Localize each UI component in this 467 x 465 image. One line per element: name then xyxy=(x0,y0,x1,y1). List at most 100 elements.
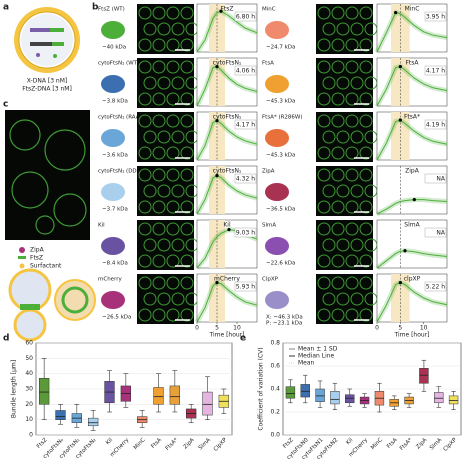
vesicle xyxy=(317,92,331,106)
vesicle xyxy=(345,222,359,236)
protein-mass: ~3.6 kDa xyxy=(102,153,128,159)
protein-mass: ~3.7 kDa xyxy=(102,207,128,213)
peak-marker xyxy=(219,9,223,13)
peak-marker xyxy=(398,65,402,69)
vesicle xyxy=(152,6,166,20)
vesicle xyxy=(336,238,350,252)
vesicle xyxy=(166,200,180,214)
vesicle xyxy=(345,146,359,160)
x-tick-label: MinC xyxy=(370,437,384,451)
protein-structure xyxy=(265,291,289,309)
y-axis-label: Coefficient of variation (CV) xyxy=(258,347,265,430)
vesicle xyxy=(359,146,373,160)
vesicle xyxy=(359,92,373,106)
protein-name: Kil xyxy=(98,223,105,229)
annotation-box xyxy=(234,11,257,22)
vesicle xyxy=(152,276,166,290)
vesicle xyxy=(152,38,166,52)
panel-label: c xyxy=(3,100,8,110)
vesicle xyxy=(336,130,350,144)
y-tick-label: 0 xyxy=(29,432,33,439)
box xyxy=(39,378,50,405)
x-tick-label: 0 xyxy=(375,325,379,332)
vesicle-diagram xyxy=(14,7,80,73)
protein-name: FtsA xyxy=(262,61,274,67)
panel-label: b xyxy=(92,3,99,13)
legend-icon xyxy=(18,256,26,259)
microscopy-image xyxy=(316,112,373,162)
x-tick-label: MinC xyxy=(133,437,147,451)
time-annotation: 3.95 h xyxy=(426,14,445,21)
legend-text: Surfactant xyxy=(30,263,62,270)
highlight-region xyxy=(209,4,225,52)
vesicle xyxy=(359,200,373,214)
vesicle xyxy=(138,92,152,106)
vesicle xyxy=(171,22,185,36)
vesicle xyxy=(336,184,350,198)
annotation-box xyxy=(424,119,447,130)
time-annotation: 4.32 h xyxy=(236,176,255,183)
vesicle xyxy=(331,200,345,214)
y-tick-label: 40 xyxy=(25,370,33,377)
line xyxy=(196,66,258,107)
vesicle xyxy=(152,60,166,74)
vesicle xyxy=(157,238,171,252)
protein-mass: ~3.8 kDa xyxy=(102,99,128,105)
vesicle xyxy=(166,60,180,74)
vesicle xyxy=(331,38,345,52)
vesicle xyxy=(166,92,180,106)
vesicle xyxy=(138,168,152,182)
vesicle xyxy=(359,168,373,182)
box xyxy=(419,368,429,384)
vesicle xyxy=(180,6,194,20)
vesicle xyxy=(143,292,157,306)
peak-marker xyxy=(412,198,416,202)
y-tick-label: 10 xyxy=(25,416,33,423)
vesicle xyxy=(350,184,364,198)
annotation-box xyxy=(234,119,257,130)
plot-title: cytoFtsN₁ xyxy=(213,168,242,175)
protein-structure xyxy=(101,129,125,147)
y-tick-label: 60 xyxy=(25,340,33,347)
vesicle xyxy=(350,292,364,306)
protein-name: FtsZ (WT) xyxy=(98,7,125,13)
vesicle xyxy=(359,276,373,290)
x-tick-label: ClpXP xyxy=(443,437,459,453)
vesicle xyxy=(359,114,373,128)
plot-title: Kil xyxy=(223,222,231,229)
microscopy-image xyxy=(316,166,373,216)
x-tick-label: ZipA xyxy=(415,437,428,450)
box xyxy=(434,392,444,404)
vesicle xyxy=(138,308,152,322)
vesicle xyxy=(359,6,373,20)
vesicle xyxy=(171,292,185,306)
vesicle xyxy=(171,184,185,198)
vesicle xyxy=(317,308,331,322)
microscopy-image xyxy=(316,58,373,108)
legend-icon xyxy=(19,247,25,253)
plot-title: cytoFtsN₁ xyxy=(213,114,242,121)
vesicle xyxy=(359,308,373,322)
annotation-box xyxy=(424,173,447,184)
peak-marker xyxy=(215,281,219,285)
plot-frame xyxy=(196,219,258,269)
y-tick-label: 50 xyxy=(25,355,33,362)
vesicle xyxy=(166,114,180,128)
x-axis-label: Time [hour] xyxy=(208,332,244,339)
annotation-box xyxy=(234,173,257,184)
vesicle xyxy=(322,76,336,90)
line xyxy=(376,282,448,323)
highlight-region xyxy=(209,220,225,268)
vesicle xyxy=(322,184,336,198)
vesicle xyxy=(138,114,152,128)
time-annotation: NA xyxy=(436,230,445,237)
x-tick-label: FtsA xyxy=(150,437,163,450)
protein-structure xyxy=(101,75,125,93)
vesicle xyxy=(180,254,194,268)
time-annotation: 4.17 h xyxy=(236,122,255,129)
legend-text: Median Line xyxy=(298,353,335,360)
protein-mass: ~45.3 kDa xyxy=(266,153,295,159)
microscopy-image xyxy=(316,274,373,324)
vesicle xyxy=(171,238,185,252)
vesicle xyxy=(345,308,359,322)
